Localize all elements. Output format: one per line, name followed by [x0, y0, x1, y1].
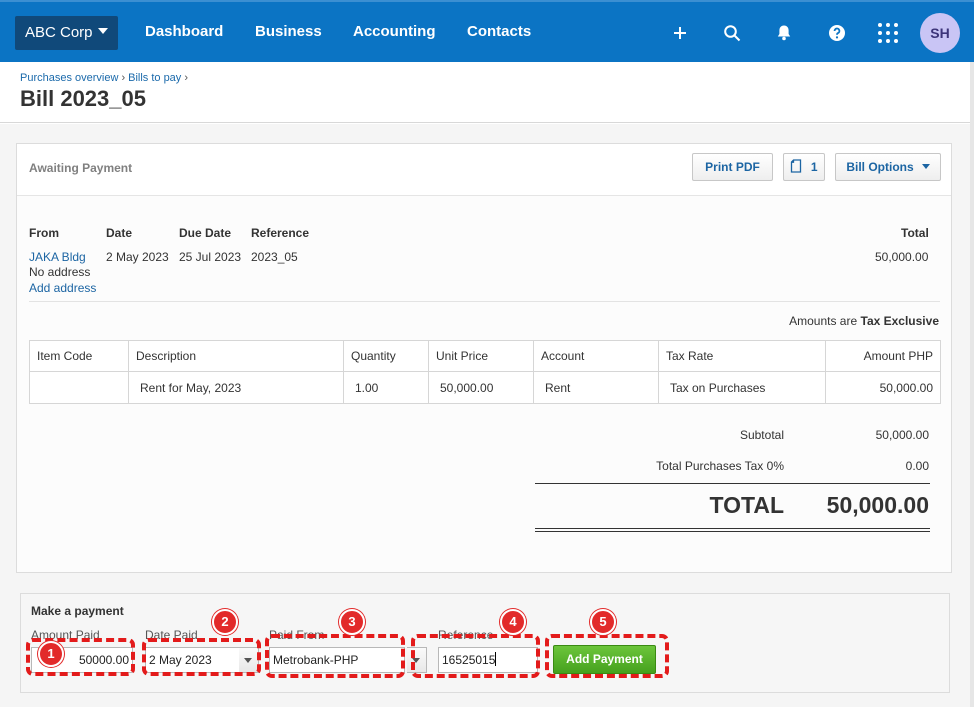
- app-grid-icon[interactable]: [873, 18, 903, 48]
- step-badge-2: 2: [212, 609, 238, 635]
- cell-description: Rent for May, 2023: [128, 371, 344, 404]
- bill-toolbar: Awaiting Payment Print PDF 1 Bill Option…: [17, 144, 951, 196]
- top-nav: ABC Corp Dashboard Business Accounting C…: [0, 0, 974, 62]
- cell-unit-price: 50,000.00: [428, 371, 534, 404]
- scrollbar[interactable]: [970, 62, 974, 707]
- page-header: Purchases overview › Bills to pay › Bill 20…: [0, 62, 970, 123]
- breadcrumb-separator: ›: [184, 72, 188, 84]
- tax-value: 0.00: [905, 459, 929, 473]
- chevron-down-icon: [97, 28, 108, 34]
- breadcrumb-bills-to-pay[interactable]: Bills to pay: [128, 72, 182, 84]
- tax-label: Total Purchases Tax 0%: [656, 459, 784, 473]
- date-header: Date: [106, 226, 133, 240]
- nav-business[interactable]: Business: [255, 23, 322, 40]
- column-description: Description: [128, 340, 344, 372]
- date-paid-input[interactable]: 2 May 2023: [145, 647, 241, 673]
- print-pdf-button[interactable]: Print PDF: [692, 153, 773, 181]
- supplier-link[interactable]: JAKA Bldg: [29, 250, 86, 264]
- cell-account: Rent: [533, 371, 659, 404]
- annotation-box-reference: [411, 634, 540, 678]
- bill-date: 2 May 2023: [106, 250, 169, 264]
- column-unit-price: Unit Price: [428, 340, 534, 372]
- amounts-mode: Amounts are Tax Exclusive: [789, 314, 939, 328]
- document-icon: [791, 159, 802, 173]
- nav-dashboard[interactable]: Dashboard: [145, 23, 224, 40]
- page-title: Bill 2023_05: [20, 86, 146, 111]
- column-amount: Amount PHP: [825, 340, 941, 372]
- nav-contacts[interactable]: Contacts: [467, 23, 532, 40]
- cell-amount: 50,000.00: [825, 371, 941, 404]
- user-avatar[interactable]: SH: [920, 13, 960, 53]
- breadcrumb-separator: ›: [121, 72, 126, 84]
- table-header-row: Item Code Description Quantity Unit Pric…: [29, 340, 941, 372]
- payment-reference-value: 16525015: [442, 653, 496, 667]
- column-quantity: Quantity: [343, 340, 429, 372]
- amounts-mode-value: Tax Exclusive: [860, 314, 940, 328]
- text-cursor: [495, 652, 497, 666]
- step-badge-3: 3: [339, 609, 365, 635]
- step-badge-5: 5: [590, 609, 616, 635]
- add-address-link[interactable]: Add address: [29, 281, 97, 295]
- cell-item-code: [29, 371, 129, 404]
- column-item-code: Item Code: [29, 340, 129, 372]
- bell-icon[interactable]: [769, 18, 799, 48]
- bill-options-label: Bill Options: [846, 160, 914, 174]
- divider: [29, 301, 940, 302]
- organisation-menu[interactable]: ABC Corp: [15, 16, 118, 50]
- supplier-address: No address: [29, 265, 91, 279]
- subtotal-value: 50,000.00: [875, 428, 929, 442]
- due-date-header: Due Date: [179, 226, 232, 240]
- bill-panel: Awaiting Payment Print PDF 1 Bill Option…: [16, 143, 952, 573]
- status-label: Awaiting Payment: [29, 161, 133, 175]
- paid-from-select[interactable]: Metrobank-PHP: [269, 647, 405, 673]
- annotation-box-paid-from: [265, 634, 405, 678]
- total-rule: [535, 528, 930, 529]
- bill-reference: 2023_05: [251, 250, 298, 264]
- column-tax-rate: Tax Rate: [658, 340, 826, 372]
- attachments-button[interactable]: 1: [783, 153, 825, 181]
- cell-tax-rate: Tax on Purchases: [658, 371, 826, 404]
- add-payment-button[interactable]: Add Payment: [553, 645, 656, 674]
- bill-due-date: 25 Jul 2023: [179, 250, 242, 264]
- help-icon[interactable]: [822, 18, 852, 48]
- organisation-name: ABC Corp: [25, 24, 93, 41]
- grand-total-label: TOTAL: [709, 492, 784, 518]
- cell-quantity: 1.00: [343, 371, 429, 404]
- plus-icon[interactable]: [665, 18, 695, 48]
- step-badge-1: 1: [38, 641, 64, 667]
- total-header: Total: [901, 226, 929, 240]
- breadcrumb: Purchases overview › Bills to pay ›: [20, 72, 191, 84]
- amounts-prefix: Amounts are: [789, 314, 858, 328]
- breadcrumb-purchases-overview[interactable]: Purchases overview: [20, 72, 119, 84]
- chevron-down-icon: [921, 164, 930, 169]
- table-row: Rent for May, 2023 1.00 50,000.00 Rent T…: [29, 371, 941, 404]
- subtotal-label: Subtotal: [739, 428, 784, 442]
- annotation-box-date: [142, 638, 261, 676]
- line-items-table: Item Code Description Quantity Unit Pric…: [29, 340, 941, 404]
- from-header: From: [29, 226, 59, 240]
- bill-options-button[interactable]: Bill Options: [835, 153, 941, 181]
- nav-accounting[interactable]: Accounting: [353, 23, 436, 40]
- total-rule: [535, 483, 930, 484]
- bill-total: 50,000.00: [875, 250, 929, 264]
- payment-title: Make a payment: [31, 604, 124, 618]
- column-account: Account: [533, 340, 659, 372]
- grand-total-value: 50,000.00: [826, 492, 929, 518]
- search-icon[interactable]: [717, 18, 747, 48]
- annotation-box-amount: [26, 638, 135, 676]
- annotation-box-add-payment: [545, 634, 669, 678]
- attachment-count: 1: [810, 160, 818, 174]
- total-rule: [535, 531, 930, 532]
- step-badge-4: 4: [500, 609, 526, 635]
- reference-header: Reference: [251, 226, 310, 240]
